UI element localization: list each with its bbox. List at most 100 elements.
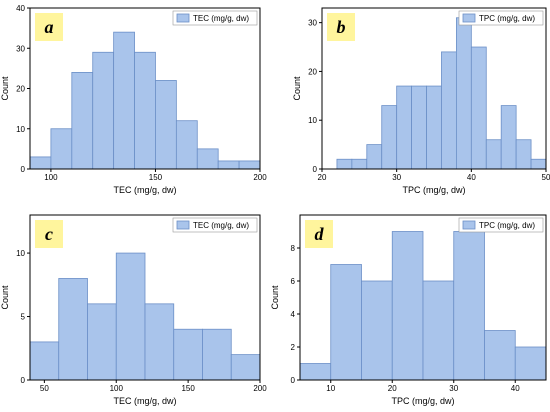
x-tick-label: 40 xyxy=(467,173,476,182)
legend-label: TEC (mg/g, dw) xyxy=(193,14,249,23)
histogram-bar xyxy=(453,231,485,381)
histogram-bar xyxy=(330,264,362,381)
histogram-bar xyxy=(530,158,547,170)
histogram-bar xyxy=(484,330,516,381)
x-axis-title: TPC (mg/g, dw) xyxy=(391,396,454,406)
y-tick-label: 0 xyxy=(313,165,318,174)
histogram-panel-d: 10 20 30 40 0 2 4 6 8 TPC (mg/g, dw) Count d TPC (mg… xyxy=(270,214,547,406)
histogram-bar xyxy=(196,148,219,170)
x-axis-title: TEC (mg/g, dw) xyxy=(113,185,176,195)
y-tick-label: 40 xyxy=(16,4,25,13)
legend-swatch xyxy=(462,220,476,230)
histogram-bar xyxy=(29,156,52,170)
histogram-bar xyxy=(515,139,532,170)
x-tick-label: 200 xyxy=(253,173,267,182)
legend-box xyxy=(172,10,258,26)
legend-label: TEC (mg/g, dw) xyxy=(193,221,249,230)
legend-label: TPC (mg/g, dw) xyxy=(479,14,535,23)
histogram-bar xyxy=(422,280,455,381)
y-tick-label: 10 xyxy=(16,249,25,258)
histogram-bar xyxy=(299,363,332,381)
y-tick-label: 20 xyxy=(16,85,25,94)
histogram-bar xyxy=(71,72,94,170)
y-tick-label: 0 xyxy=(21,165,26,174)
histogram-bar xyxy=(470,46,487,170)
histogram-bar xyxy=(366,144,383,170)
panel-letter-box xyxy=(35,13,63,41)
histogram-bar xyxy=(113,31,135,170)
histogram-bar xyxy=(336,158,353,170)
histogram-panel-c: 50 100 150 200 0 5 10 TEC (mg/g, dw) Count c TEC (… xyxy=(0,214,267,406)
y-tick-label: 10 xyxy=(308,116,317,125)
x-tick-label: 20 xyxy=(388,384,397,393)
y-tick-label: 4 xyxy=(291,310,296,319)
histogram-bar xyxy=(29,341,60,381)
legend-box xyxy=(458,10,544,26)
y-tick-label: 5 xyxy=(21,313,26,322)
x-tick-label: 100 xyxy=(110,384,124,393)
plot-frame xyxy=(321,7,547,170)
legend-box xyxy=(172,217,258,233)
y-tick-label: 0 xyxy=(21,376,26,385)
histogram-bar xyxy=(391,231,424,381)
panel-letter-box xyxy=(305,220,333,248)
histogram-panel-a: 100 150 200 0 10 20 30 40 TEC (mg/g, dw) Count a TE… xyxy=(0,4,267,195)
histogram-bar xyxy=(144,303,175,381)
histogram-bar xyxy=(202,328,232,381)
histogram-bar xyxy=(361,280,393,381)
histogram-bar xyxy=(485,139,502,170)
x-tick-label: 30 xyxy=(392,173,401,182)
histogram-bar xyxy=(230,354,261,381)
y-tick-label: 0 xyxy=(291,376,296,385)
x-tick-label: 10 xyxy=(326,384,335,393)
y-axis-title: Count xyxy=(292,76,302,101)
histogram-bar xyxy=(155,80,177,170)
histogram-bar xyxy=(92,51,115,170)
y-tick-label: 30 xyxy=(16,44,25,53)
histogram-bar xyxy=(58,278,88,381)
y-tick-label: 8 xyxy=(291,244,296,253)
x-tick-label: 200 xyxy=(253,384,267,393)
histogram-bar xyxy=(134,51,156,170)
plot-frame xyxy=(299,214,547,381)
histogram-bar xyxy=(514,346,547,381)
histogram-bar xyxy=(351,158,368,170)
legend-swatch xyxy=(462,13,476,23)
y-axis-title: Count xyxy=(0,285,10,310)
histogram-bar xyxy=(217,160,240,170)
y-axis-title: Count xyxy=(270,285,280,310)
x-tick-label: 30 xyxy=(449,384,458,393)
panel-letter: a xyxy=(45,17,54,37)
x-tick-label: 100 xyxy=(44,173,58,182)
x-tick-label: 150 xyxy=(181,384,195,393)
y-tick-label: 2 xyxy=(291,343,296,352)
y-tick-label: 10 xyxy=(16,125,25,134)
legend-label: TPC (mg/g, dw) xyxy=(479,221,535,230)
histogram-bar xyxy=(238,160,261,170)
x-tick-label: 150 xyxy=(149,173,163,182)
legend-swatch xyxy=(176,220,190,230)
histogram-bar xyxy=(115,252,146,381)
legend-box xyxy=(458,217,544,233)
histogram-bar xyxy=(87,303,117,381)
legend-swatch xyxy=(176,13,190,23)
x-tick-label: 50 xyxy=(40,384,49,393)
histogram-bar xyxy=(381,105,398,170)
histogram-bar xyxy=(175,120,198,170)
x-axis-title: TPC (mg/g, dw) xyxy=(402,185,465,195)
x-axis-title: TEC (mg/g, dw) xyxy=(113,396,176,406)
plot-frame xyxy=(29,214,261,381)
x-tick-label: 50 xyxy=(542,173,550,182)
y-tick-label: 6 xyxy=(291,277,296,286)
panel-letter-box xyxy=(35,220,63,248)
histogram-bar xyxy=(426,85,442,170)
y-tick-label: 30 xyxy=(308,19,317,28)
panel-letter: d xyxy=(315,224,325,244)
histogram-bar xyxy=(500,105,517,170)
y-tick-label: 20 xyxy=(308,67,317,76)
panel-letter-box xyxy=(327,13,355,41)
histogram-bar xyxy=(455,17,472,170)
x-tick-label: 40 xyxy=(511,384,520,393)
